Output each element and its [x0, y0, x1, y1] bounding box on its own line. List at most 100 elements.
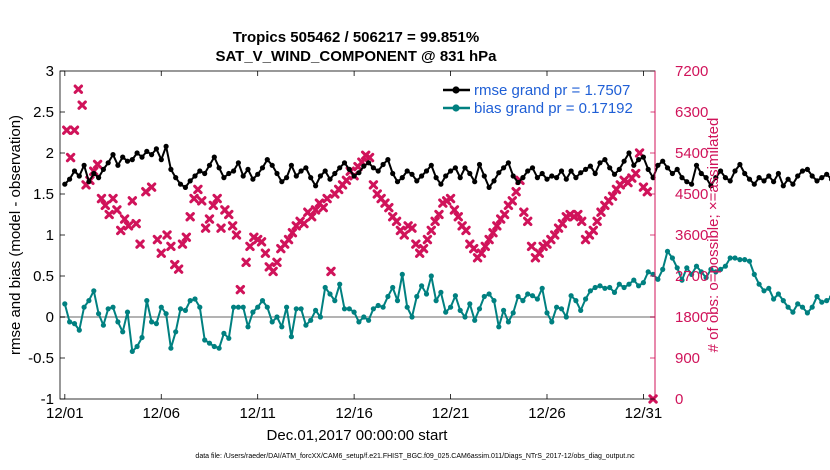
- series-point-rmse: [158, 157, 164, 163]
- series-point-rmse: [216, 165, 222, 171]
- series-point-bias: [467, 301, 473, 307]
- obs-marker-stroke: [287, 228, 298, 238]
- obs-marker-stroke: [152, 234, 163, 245]
- series-point-rmse: [346, 166, 352, 172]
- obs-marker: [116, 225, 126, 236]
- series-point-rmse: [245, 166, 251, 172]
- obs-marker: [577, 216, 587, 227]
- series-point-bias: [86, 298, 92, 304]
- series-point-rmse: [732, 168, 738, 174]
- obs-marker: [268, 266, 278, 277]
- series-point-rmse: [780, 183, 786, 189]
- series-point-bias: [351, 309, 357, 315]
- series-point-rmse: [814, 178, 820, 184]
- series-point-bias: [153, 321, 159, 327]
- series-point-bias: [168, 345, 174, 351]
- series-point-rmse: [645, 166, 651, 172]
- obs-marker-stroke: [577, 216, 587, 227]
- obs-marker-stroke: [534, 248, 544, 258]
- obs-marker: [108, 193, 118, 204]
- obs-marker: [135, 239, 145, 249]
- series-point-bias: [713, 269, 719, 275]
- obs-marker-stroke: [550, 230, 560, 240]
- obs-marker: [131, 218, 141, 229]
- obs-marker: [499, 209, 510, 220]
- obs-marker: [200, 223, 211, 233]
- series-point-rmse: [259, 165, 266, 171]
- series-point-bias: [288, 334, 294, 340]
- obs-marker-stroke: [511, 187, 521, 197]
- series-point-bias: [433, 298, 439, 304]
- series-point-rmse: [525, 168, 531, 174]
- series-point-bias: [520, 298, 526, 304]
- obs-marker-stroke: [112, 205, 122, 215]
- obs-marker-stroke: [449, 205, 460, 215]
- obs-marker-stroke: [77, 100, 87, 110]
- series-point-bias: [255, 304, 261, 310]
- series-point-rmse: [684, 179, 690, 185]
- obs-marker-stroke: [384, 202, 394, 213]
- series-point-rmse: [674, 166, 680, 172]
- series-point-bias: [602, 285, 608, 291]
- obs-marker: [507, 196, 517, 206]
- series-point-rmse: [611, 171, 618, 177]
- series-point-bias: [771, 296, 777, 302]
- obs-marker: [322, 193, 332, 204]
- series-point-bias: [549, 319, 555, 325]
- series-point-rmse: [173, 175, 179, 181]
- obs-marker: [189, 193, 199, 204]
- obs-marker-stroke: [162, 230, 172, 240]
- series-point-rmse: [824, 171, 830, 177]
- series-point-rmse: [501, 165, 507, 171]
- series-point-bias: [419, 283, 425, 289]
- obs-marker: [592, 216, 602, 227]
- obs-marker: [235, 284, 246, 295]
- series-point-rmse: [573, 175, 579, 181]
- obs-marker-stroke: [368, 180, 379, 190]
- obs-marker-stroke: [480, 241, 490, 252]
- obs-marker-stroke: [231, 230, 242, 240]
- obs-marker: [156, 248, 166, 258]
- obs-marker: [166, 241, 176, 252]
- series-point-rmse: [390, 170, 396, 177]
- series-point-rmse: [192, 173, 198, 179]
- series-point-bias: [144, 298, 150, 304]
- series-point-rmse: [149, 152, 155, 158]
- series-point-rmse: [510, 173, 516, 179]
- series-point-rmse: [539, 170, 545, 177]
- series-point-bias: [587, 288, 594, 294]
- obs-marker-stroke: [488, 228, 498, 238]
- series-point-rmse: [558, 168, 565, 174]
- series-point-bias: [361, 314, 367, 320]
- obs-marker: [384, 202, 394, 213]
- series-point-rmse: [790, 181, 796, 187]
- obs-marker-stroke: [272, 257, 282, 268]
- series-point-bias: [732, 255, 738, 261]
- series-point-rmse: [182, 184, 188, 190]
- series-point-rmse: [766, 173, 772, 179]
- obs-marker-stroke: [116, 225, 126, 236]
- series-point-bias: [394, 298, 401, 304]
- series-point-rmse: [341, 160, 348, 166]
- series-point-rmse: [655, 162, 661, 168]
- obs-marker: [185, 212, 195, 222]
- series-point-rmse: [76, 173, 82, 179]
- obs-marker: [426, 225, 436, 236]
- series-point-rmse: [250, 176, 256, 182]
- series-point-rmse: [153, 146, 159, 152]
- series-point-bias: [438, 289, 444, 295]
- obs-marker: [245, 241, 255, 252]
- series-point-bias: [636, 283, 642, 289]
- series-point-bias: [259, 298, 266, 304]
- series-point-rmse: [144, 148, 150, 154]
- series-point-bias: [607, 284, 613, 291]
- series-point-bias: [337, 281, 343, 287]
- obs-marker: [92, 159, 103, 170]
- x-tick-label: 12/26: [528, 405, 566, 422]
- series-point-rmse: [713, 175, 719, 181]
- series-point-bias: [583, 296, 589, 302]
- series-point-bias: [96, 311, 102, 317]
- series-point-bias: [824, 298, 830, 304]
- obs-marker-stroke: [268, 266, 278, 277]
- obs-marker: [492, 221, 502, 231]
